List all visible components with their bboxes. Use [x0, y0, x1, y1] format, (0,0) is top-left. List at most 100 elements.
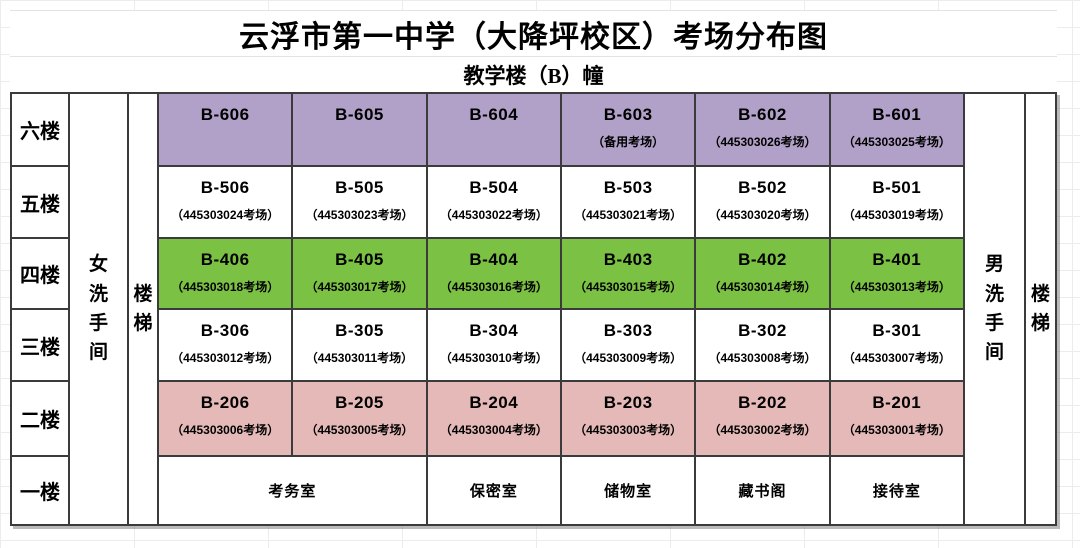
room-note: （445303007考场） [842, 351, 951, 365]
room-b406: B-406 （445303018考场） [159, 239, 292, 308]
room-b304: B-304 （445303010考场） [427, 310, 560, 380]
room-note: （445303014考场） [708, 280, 817, 294]
room-id: B-506 [200, 178, 250, 197]
room-b403: B-403 （445303015考场） [561, 239, 695, 308]
room-b506: B-506 （445303024考场） [159, 167, 292, 237]
room-id: B-403 [603, 250, 653, 269]
room-id: B-205 [335, 393, 384, 412]
men-restroom-cell: 男洗手间 [964, 94, 1024, 524]
ground-room-exam-affairs-office: 考务室 [159, 457, 426, 524]
ground-room-book-collection: 藏书阁 [696, 457, 829, 524]
room-id: B-602 [738, 105, 787, 124]
room-note: （445303017考场） [305, 280, 414, 294]
room-note: （445303012考场） [171, 351, 280, 365]
exam-room-table: 六楼 五楼 四楼 三楼 二楼 一楼 女洗手间 楼梯 B-606 B-605 B-… [10, 92, 1057, 526]
room-id: B-304 [469, 321, 519, 340]
room-note: （445303010考场） [439, 351, 548, 365]
room-note: （445303011考场） [305, 351, 414, 365]
ground-room-reception-room: 接待室 [830, 457, 963, 524]
room-note: （445303024考场） [171, 208, 280, 222]
room-b303: B-303 （445303009考场） [561, 310, 695, 380]
room-b206: B-206 （445303006考场） [159, 382, 292, 455]
room-b606: B-606 [159, 94, 292, 165]
room-b404: B-404 （445303016考场） [427, 239, 560, 308]
room-b205: B-205 （445303005考场） [293, 382, 426, 455]
room-id: B-204 [469, 393, 519, 412]
room-id: B-301 [872, 321, 922, 340]
men-restroom-label: 男洗手间 [984, 254, 1004, 364]
room-note: （445303006考场） [171, 423, 280, 437]
floor-label-5f: 五楼 [12, 167, 68, 237]
room-id: B-306 [200, 321, 250, 340]
room-note: （445303025考场） [842, 135, 951, 149]
room-id: B-206 [200, 393, 250, 412]
room-b505: B-505 （445303023考场） [293, 167, 426, 237]
room-b301: B-301 （445303007考场） [830, 310, 963, 380]
women-restroom-label: 女洗手间 [88, 254, 108, 364]
stairs-right-label: 楼梯 [1030, 283, 1050, 334]
room-b302: B-302 （445303008考场） [696, 310, 829, 380]
room-note: （445303004考场） [439, 423, 548, 437]
floor-label-3f: 三楼 [12, 310, 68, 380]
room-id: B-406 [200, 250, 250, 269]
room-id: B-605 [335, 105, 384, 124]
room-note: （备用考场） [592, 135, 665, 149]
room-note: （445303023考场） [305, 208, 414, 222]
room-note: （445303016考场） [439, 280, 548, 294]
room-note: （445303018考场） [171, 280, 280, 294]
room-b502: B-502 （445303020考场） [696, 167, 829, 237]
floor-label-6f: 六楼 [12, 94, 68, 165]
room-id: B-501 [872, 178, 922, 197]
room-note: （445303005考场） [305, 423, 414, 437]
room-id: B-503 [603, 178, 653, 197]
room-b604: B-604 [427, 94, 560, 165]
women-restroom-cell: 女洗手间 [70, 94, 127, 524]
building-subtitle: 教学楼（B）幢 [10, 56, 1057, 92]
stairs-left-label: 楼梯 [133, 283, 153, 334]
floor-label-4f: 四楼 [12, 239, 68, 308]
room-b503: B-503 （445303021考场） [561, 167, 695, 237]
room-note: （445303015考场） [574, 280, 683, 294]
room-b202: B-202 （445303002考场） [696, 382, 829, 455]
ground-room-confidential-room: 保密室 [427, 457, 560, 524]
room-id: B-401 [872, 250, 922, 269]
room-b203: B-203 （445303003考场） [561, 382, 695, 455]
room-b602: B-602 （445303026考场） [696, 94, 829, 165]
room-id: B-505 [335, 178, 384, 197]
room-id: B-606 [200, 105, 250, 124]
room-b605: B-605 [293, 94, 426, 165]
room-note: （445303022考场） [439, 208, 548, 222]
room-id: B-405 [335, 250, 384, 269]
room-b601: B-601 （445303025考场） [830, 94, 963, 165]
room-note: （445303002考场） [708, 423, 817, 437]
room-note: （445303009考场） [574, 351, 683, 365]
room-note: （445303001考场） [842, 423, 951, 437]
ground-room-storage-room: 储物室 [561, 457, 695, 524]
spreadsheet-sheet: 云浮市第一中学（大降坪校区）考场分布图 教学楼（B）幢 六楼 五楼 四楼 三楼 … [10, 10, 1057, 526]
room-b504: B-504 （445303022考场） [427, 167, 560, 237]
room-b306: B-306 （445303012考场） [159, 310, 292, 380]
room-id: B-203 [603, 393, 653, 412]
stairs-right-cell: 楼梯 [1025, 94, 1055, 524]
room-id: B-601 [872, 105, 922, 124]
room-b204: B-204 （445303004考场） [427, 382, 560, 455]
room-id: B-404 [469, 250, 519, 269]
room-id: B-502 [738, 178, 787, 197]
room-id: B-603 [603, 105, 653, 124]
room-note: （445303021考场） [574, 208, 683, 222]
room-b201: B-201 （445303001考场） [830, 382, 963, 455]
room-b401: B-401 （445303013考场） [830, 239, 963, 308]
room-b402: B-402 （445303014考场） [696, 239, 829, 308]
room-id: B-504 [469, 178, 519, 197]
room-note: （445303003考场） [574, 423, 683, 437]
floor-label-2f: 二楼 [12, 382, 68, 455]
room-note: （445303026考场） [708, 135, 817, 149]
room-id: B-303 [603, 321, 653, 340]
room-note: （445303013考场） [842, 280, 951, 294]
room-b501: B-501 （445303019考场） [830, 167, 963, 237]
room-note: （445303008考场） [708, 351, 817, 365]
room-id: B-402 [738, 250, 787, 269]
room-b305: B-305 （445303011考场） [293, 310, 426, 380]
page-title: 云浮市第一中学（大降坪校区）考场分布图 [10, 10, 1057, 56]
room-id: B-604 [469, 105, 519, 124]
